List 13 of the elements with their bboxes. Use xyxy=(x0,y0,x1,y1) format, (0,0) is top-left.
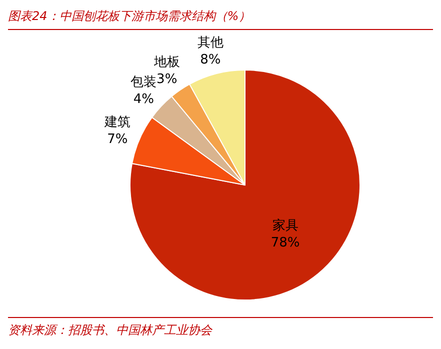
slice-label: 地板 xyxy=(152,55,180,70)
slice-label: 家具 xyxy=(272,218,298,234)
slice-label: 包装 xyxy=(130,74,157,90)
text: 资料来源：招股书、中国林产工业协会 xyxy=(8,317,433,339)
slice-label: 其他 xyxy=(197,35,224,50)
data-label: 7% xyxy=(107,132,128,147)
data-label: 4% xyxy=(133,92,154,107)
slice-label: 建筑 xyxy=(103,114,130,130)
chart-title: 图表24：中国刨花板下游市场需求结构（%） xyxy=(8,8,433,30)
data-label: 8% xyxy=(200,52,221,68)
data-label: 3% xyxy=(156,72,178,88)
data-label: 78% xyxy=(270,236,300,251)
pie-slice xyxy=(130,70,360,300)
